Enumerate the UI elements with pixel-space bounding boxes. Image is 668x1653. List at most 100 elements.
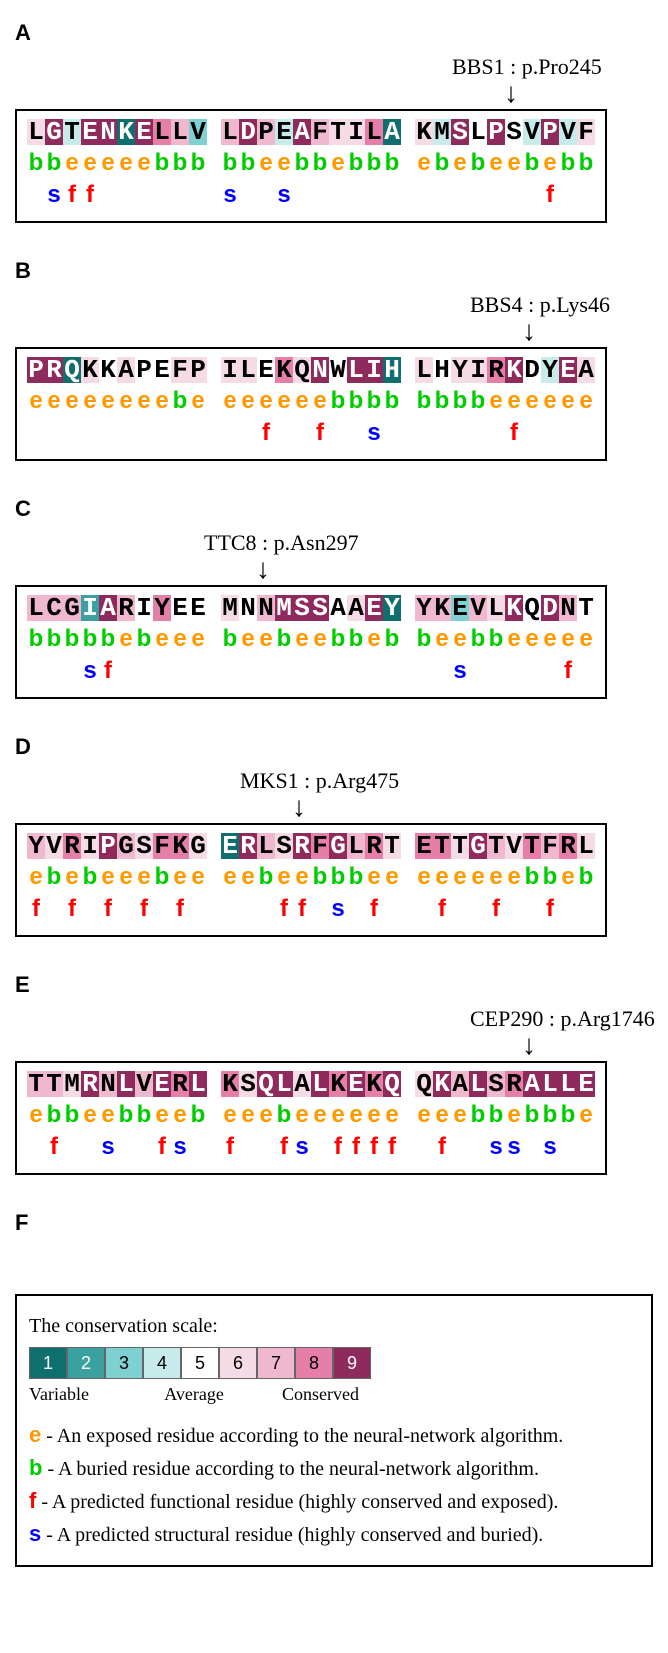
burial-letter: b — [171, 151, 189, 175]
func-letter — [415, 183, 433, 207]
func-letter — [221, 659, 239, 683]
alignment-box: PRQKKAPEFPILEKQNWLIHLHYIRKDYEAeeeeeeeebe… — [15, 347, 607, 461]
arrow-down-icon: ↓ — [522, 318, 536, 346]
burial-letter: e — [365, 865, 383, 889]
residue: F — [311, 119, 329, 145]
func-letter: f — [63, 897, 81, 921]
func-letter: f — [135, 897, 153, 921]
burial-letter: b — [383, 389, 401, 413]
residue: V — [45, 833, 63, 859]
burial-letter: e — [99, 151, 117, 175]
burial-letter: b — [487, 627, 505, 651]
residue: M — [275, 595, 293, 621]
func-letter — [153, 421, 171, 445]
burial-letter: b — [523, 151, 541, 175]
mutation-annotation: BBS4 : p.Lys46↓ — [15, 292, 653, 347]
burial-letter: b — [329, 389, 347, 413]
mutation-label: TTC8 : p.Asn297 — [204, 530, 359, 556]
burial-letter: e — [63, 151, 81, 175]
func-letter — [239, 421, 257, 445]
residue: Y — [451, 357, 469, 383]
burial-letter: e — [311, 627, 329, 651]
mutation-label: CEP290 : p.Arg1746 — [470, 1006, 655, 1032]
func-letter — [451, 183, 469, 207]
burial-letter: b — [487, 1103, 505, 1127]
alignment-box: TTMRNLVERLKSQLALKEKQQKALSRALLEebbeebbeeb… — [15, 1061, 607, 1175]
burial-letter: e — [221, 389, 239, 413]
residue: Y — [415, 595, 433, 621]
residue: K — [433, 1071, 451, 1097]
func-letter: f — [505, 421, 523, 445]
legend-box: The conservation scale:123456789Variable… — [15, 1294, 653, 1567]
func-letter — [577, 421, 595, 445]
func-letter: f — [275, 897, 293, 921]
burial-letter: e — [577, 627, 595, 651]
burial-letter: b — [469, 627, 487, 651]
arrow-down-icon: ↓ — [292, 794, 306, 822]
residue: L — [365, 119, 383, 145]
func-letter: s — [99, 1135, 117, 1159]
burial-letter: b — [347, 151, 365, 175]
residue: L — [239, 357, 257, 383]
scale-label: Conserved — [249, 1381, 359, 1408]
func-letter: f — [311, 421, 329, 445]
scale-label: Average — [139, 1381, 249, 1408]
func-letter — [311, 897, 329, 921]
func-letter — [559, 183, 577, 207]
burial-letter: e — [117, 865, 135, 889]
residue: F — [171, 357, 189, 383]
residue: F — [577, 119, 595, 145]
func-letter — [329, 421, 347, 445]
legend-text: - A buried residue according to the neur… — [42, 1458, 539, 1480]
func-letter — [239, 897, 257, 921]
burial-letter: e — [451, 151, 469, 175]
func-letter — [293, 421, 311, 445]
func-letter — [239, 183, 257, 207]
func-letter: s — [365, 421, 383, 445]
burial-letter: e — [505, 151, 523, 175]
burial-letter: e — [117, 627, 135, 651]
burial-letter: e — [505, 389, 523, 413]
residue: Q — [523, 595, 541, 621]
burial-letter: e — [433, 1103, 451, 1127]
residue: R — [239, 833, 257, 859]
panel-label: B — [15, 258, 653, 284]
residue: L — [469, 1071, 487, 1097]
residue: E — [189, 595, 207, 621]
func-letter — [469, 897, 487, 921]
burial-letter: b — [415, 389, 433, 413]
func-letter — [135, 659, 153, 683]
burial-letter: e — [415, 1103, 433, 1127]
residue: T — [523, 833, 541, 859]
func-letter — [27, 659, 45, 683]
residue: A — [577, 357, 595, 383]
arrow-down-icon: ↓ — [504, 80, 518, 108]
residue: L — [469, 119, 487, 145]
func-letter — [189, 421, 207, 445]
residue: G — [45, 119, 63, 145]
burial-letter: e — [311, 389, 329, 413]
burial-letter: e — [99, 1103, 117, 1127]
residue: S — [487, 1071, 505, 1097]
residue: R — [559, 833, 577, 859]
mutation-annotation: BBS1 : p.Pro245↓ — [15, 54, 653, 109]
burial-letter: e — [415, 151, 433, 175]
residue: K — [221, 1071, 239, 1097]
residue: T — [63, 119, 81, 145]
residue: V — [469, 595, 487, 621]
func-letter — [117, 183, 135, 207]
scale-label: Variable — [29, 1381, 139, 1408]
func-letter: f — [365, 1135, 383, 1159]
func-letter — [523, 183, 541, 207]
residue: L — [559, 1071, 577, 1097]
residue: N — [239, 595, 257, 621]
burial-letter: b — [365, 389, 383, 413]
func-letter — [135, 421, 153, 445]
func-letter — [415, 897, 433, 921]
residue: S — [239, 1071, 257, 1097]
residue: L — [415, 357, 433, 383]
func-letter: f — [257, 421, 275, 445]
func-letter — [469, 421, 487, 445]
func-letter: f — [383, 1135, 401, 1159]
func-letter: s — [171, 1135, 189, 1159]
